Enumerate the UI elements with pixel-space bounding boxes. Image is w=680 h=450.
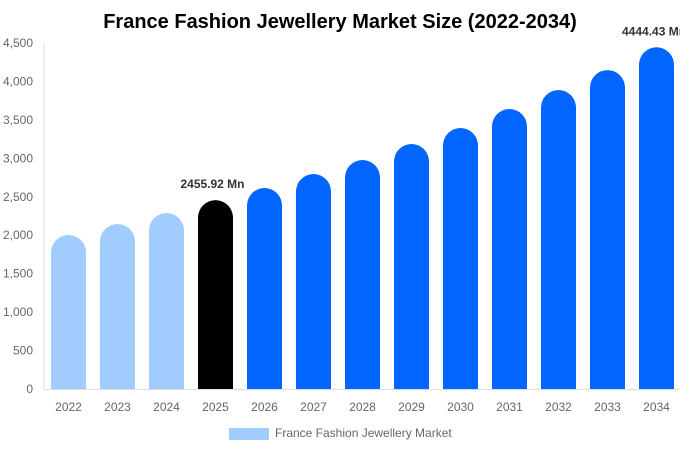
- x-tick-label: 2023: [104, 400, 131, 414]
- data-label: 4444.43 Mn: [622, 24, 680, 38]
- y-tick-label: 2,500: [3, 190, 33, 204]
- x-tick-label: 2028: [349, 400, 376, 414]
- y-tick-label: 4,000: [3, 74, 33, 88]
- bar-2033[interactable]: [590, 70, 625, 390]
- x-tick-label: 2030: [447, 400, 474, 414]
- bar-2029[interactable]: [394, 144, 429, 389]
- data-label: 2455.92 Mn: [180, 177, 244, 191]
- bar-2034[interactable]: [639, 47, 674, 390]
- y-tick-label: 500: [13, 344, 33, 358]
- y-tick-label: 2,000: [3, 228, 33, 242]
- y-tick-label: 3,500: [3, 113, 33, 127]
- x-tick-label: 2024: [153, 400, 180, 414]
- bar-2028[interactable]: [345, 160, 380, 389]
- x-tick-label: 2031: [496, 400, 523, 414]
- bar-2022[interactable]: [51, 234, 86, 389]
- x-tick-label: 2034: [643, 400, 670, 414]
- y-tick-label: 4,500: [3, 36, 33, 50]
- x-tick-label: 2022: [55, 400, 82, 414]
- x-tick-label: 2026: [251, 400, 278, 414]
- bar-2025[interactable]: [198, 200, 233, 389]
- bar-2027[interactable]: [296, 174, 331, 389]
- y-tick-label: 1,500: [3, 267, 33, 281]
- y-tick-label: 3,000: [3, 151, 33, 165]
- y-tick-label: 1,000: [3, 305, 33, 319]
- x-tick-label: 2025: [202, 400, 229, 414]
- chart-title: France Fashion Jewellery Market Size (20…: [103, 11, 577, 33]
- bar-2032[interactable]: [541, 90, 576, 389]
- bar-2030[interactable]: [443, 128, 478, 389]
- x-tick-label: 2032: [545, 400, 572, 414]
- x-tick-label: 2027: [300, 400, 327, 414]
- x-tick-label: 2033: [594, 400, 621, 414]
- y-tick-label: 0: [26, 382, 33, 396]
- x-tick-label: 2029: [398, 400, 425, 414]
- bar-2026[interactable]: [247, 188, 282, 389]
- legend-swatch[interactable]: [229, 428, 269, 440]
- bar-2031[interactable]: [492, 109, 527, 390]
- legend-label[interactable]: France Fashion Jewellery Market: [275, 426, 452, 440]
- bar-2024[interactable]: [149, 213, 184, 389]
- bar-2023[interactable]: [100, 223, 135, 389]
